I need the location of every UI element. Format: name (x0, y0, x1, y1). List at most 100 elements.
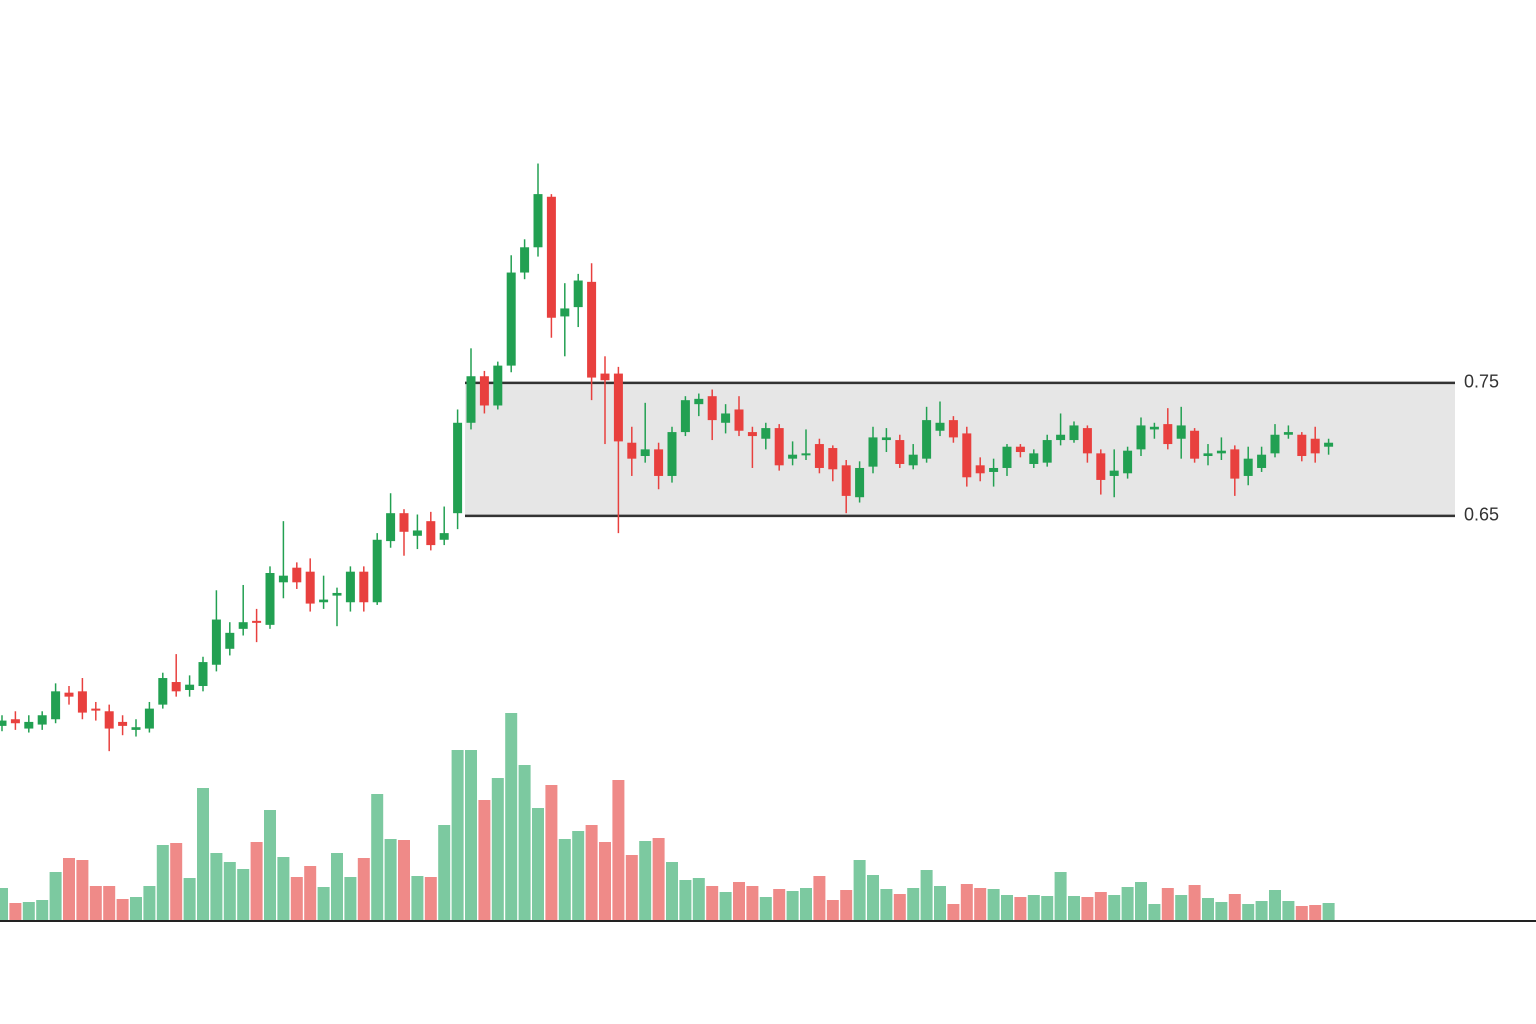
volume-bar (532, 808, 544, 920)
volume-bar (1148, 904, 1161, 920)
volume-bar (1242, 904, 1255, 920)
candle-body (77, 691, 87, 713)
candle-body (520, 247, 530, 273)
volume-bar (773, 889, 786, 920)
candle-body (332, 592, 342, 596)
candle-body (667, 432, 677, 476)
candle-body (372, 539, 382, 603)
volume-bar (76, 860, 89, 920)
volume-bar (103, 886, 116, 920)
volume-bar (679, 880, 692, 920)
volume-bar (210, 853, 223, 920)
candle-body (1297, 434, 1307, 457)
volume-bar (1215, 902, 1228, 920)
volume-bar (1081, 897, 1094, 920)
volume-bar (639, 841, 652, 920)
volume-bar (960, 884, 973, 920)
candle-body (1270, 434, 1280, 454)
candle-body (1243, 458, 1253, 476)
volume-bar (1282, 901, 1295, 920)
candle-body (51, 691, 61, 720)
candle-body (198, 662, 208, 687)
candle-body (359, 571, 369, 603)
volume-bar (505, 713, 518, 920)
volume-bar (491, 778, 504, 920)
candle-body (171, 682, 181, 692)
candle-body (895, 440, 905, 464)
volume-bar (612, 780, 625, 920)
volume-bar (223, 862, 236, 920)
volume-bar (746, 886, 759, 920)
candle-body (935, 422, 945, 431)
volume-bar (733, 882, 745, 920)
candle-body (104, 711, 114, 729)
candle-body (345, 571, 355, 603)
volume-bar (1027, 895, 1040, 920)
candle-body (962, 433, 972, 478)
candle-body (814, 444, 824, 468)
candle-body (694, 398, 704, 405)
volume-bar (371, 794, 384, 920)
candle-body (560, 308, 570, 317)
volume-bar (49, 872, 62, 920)
candle-body (613, 373, 623, 442)
volume-bar (1001, 895, 1013, 920)
volume-bar (666, 862, 678, 920)
volume-bar (250, 842, 263, 920)
volume-bar (1175, 895, 1188, 920)
candle-body (734, 409, 744, 431)
volume-bar (424, 877, 437, 920)
candle-body (533, 194, 543, 248)
candle-body (1324, 442, 1334, 447)
candle-body (1257, 454, 1267, 468)
volume-bar (1228, 894, 1241, 920)
candle-body (1283, 432, 1293, 435)
volume-bar (907, 888, 920, 920)
candle-body (131, 727, 141, 730)
candle-body (144, 708, 154, 729)
volume-bar (1014, 897, 1027, 920)
candle-body (1015, 446, 1025, 453)
candle-body (506, 272, 516, 366)
candle-body (1042, 440, 1052, 463)
volume-bar (277, 857, 290, 920)
volume-bar (63, 858, 75, 920)
candle-body (788, 454, 798, 459)
candle-body (412, 530, 422, 536)
volume-bar (1322, 903, 1335, 920)
candle-body (386, 513, 396, 542)
candle-body (1082, 428, 1092, 454)
candle-body (587, 281, 597, 378)
candle-body (305, 571, 315, 604)
volume-bar (411, 876, 424, 920)
candle-body (493, 365, 503, 406)
volume-bar (1188, 885, 1201, 920)
candle-body (747, 432, 757, 437)
candle-body (1149, 426, 1159, 430)
candle-body (0, 720, 7, 726)
candle-body (1230, 449, 1240, 479)
candle-body (881, 437, 891, 441)
candle-body (24, 721, 34, 729)
volume-bar (1068, 896, 1080, 920)
volume-bar (867, 875, 879, 920)
candle-body (868, 437, 878, 467)
candle-body (627, 442, 637, 459)
candle-body (453, 422, 463, 514)
candle-body (185, 684, 195, 690)
volume-bar (826, 900, 839, 920)
candle-body (64, 692, 74, 697)
candle-body (225, 632, 235, 649)
candle-body (908, 454, 918, 466)
candle-body (1216, 450, 1226, 454)
candle-body (1310, 438, 1320, 454)
volume-bar (692, 878, 705, 920)
volume-bar (1255, 901, 1268, 920)
candle-body (1002, 446, 1012, 468)
volume-bar (1108, 895, 1121, 920)
volume-bar (130, 897, 142, 920)
candle-body (1109, 470, 1119, 476)
volume-bar (317, 887, 330, 920)
candle-body (278, 575, 288, 583)
